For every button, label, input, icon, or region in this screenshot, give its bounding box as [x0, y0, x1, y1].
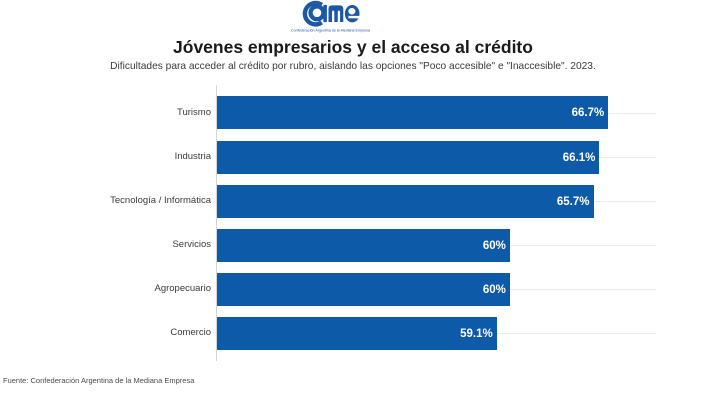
svg-text:Confederación Argentina de la: Confederación Argentina de la Mediana Em…	[291, 28, 371, 33]
